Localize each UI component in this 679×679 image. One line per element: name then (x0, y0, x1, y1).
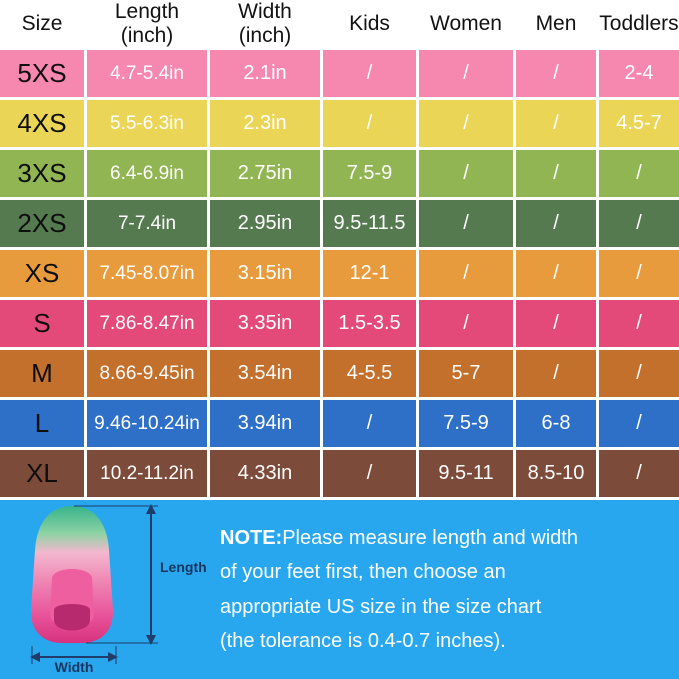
cell-kids: 4-5.5 (323, 350, 416, 397)
header-size: Size (0, 0, 84, 47)
cell-toddlers: / (599, 400, 679, 447)
header-men: Men (516, 0, 596, 47)
cell-women: / (419, 200, 513, 247)
fin-length-label: Length (160, 559, 207, 575)
cell-length: 6.4-6.9in (87, 150, 207, 197)
cell-width: 2.1in (210, 50, 320, 97)
cell-width: 3.94in (210, 400, 320, 447)
cell-length: 7-7.4in (87, 200, 207, 247)
table-row: XS 7.45-8.07in 3.15in 12-1 / / / (0, 250, 679, 297)
cell-women: / (419, 100, 513, 147)
cell-men: / (516, 350, 596, 397)
cell-men: / (516, 100, 596, 147)
header-toddlers: Toddlers (599, 0, 679, 47)
cell-toddlers: / (599, 250, 679, 297)
cell-size: 4XS (0, 100, 84, 147)
note-label: NOTE: (220, 526, 283, 549)
cell-kids: 12-1 (323, 250, 416, 297)
cell-width: 3.54in (210, 350, 320, 397)
cell-women: / (419, 150, 513, 197)
cell-length: 9.46-10.24in (87, 400, 207, 447)
cell-length: 4.7-5.4in (87, 50, 207, 97)
cell-toddlers: / (599, 450, 679, 497)
cell-men: 8.5-10 (516, 450, 596, 497)
cell-men: / (516, 150, 596, 197)
cell-women: / (419, 50, 513, 97)
table-row: 5XS 4.7-5.4in 2.1in / / / 2-4 (0, 50, 679, 97)
cell-length: 7.86-8.47in (87, 300, 207, 347)
header-width: Width (inch) (210, 0, 320, 47)
cell-men: / (516, 50, 596, 97)
cell-size: 5XS (0, 50, 84, 97)
cell-women: 7.5-9 (419, 400, 513, 447)
cell-size: 2XS (0, 200, 84, 247)
note-panel: Length Width NOTE:Please measure length … (0, 500, 679, 679)
cell-size: XS (0, 250, 84, 297)
cell-toddlers: / (599, 150, 679, 197)
cell-women: 9.5-11 (419, 450, 513, 497)
cell-size: M (0, 350, 84, 397)
swim-fin-image: Length Width (30, 504, 207, 675)
cell-size: S (0, 300, 84, 347)
size-chart-table: Size Length (inch) Width (inch) Kids Wom… (0, 0, 679, 497)
cell-men: 6-8 (516, 400, 596, 447)
fin-width-label: Width (55, 659, 94, 674)
cell-width: 3.15in (210, 250, 320, 297)
cell-toddlers: / (599, 300, 679, 347)
header-women: Women (419, 0, 513, 47)
table-row: M 8.66-9.45in 3.54in 4-5.5 5-7 / / (0, 350, 679, 397)
cell-kids: / (323, 400, 416, 447)
cell-women: / (419, 300, 513, 347)
cell-width: 2.75in (210, 150, 320, 197)
cell-women: / (419, 250, 513, 297)
cell-size: L (0, 400, 84, 447)
cell-length: 5.5-6.3in (87, 100, 207, 147)
length-arrow (146, 504, 156, 645)
table-row: 3XS 6.4-6.9in 2.75in 7.5-9 / / / (0, 150, 679, 197)
cell-size: XL (0, 450, 84, 497)
cell-women: 5-7 (419, 350, 513, 397)
table-row: 2XS 7-7.4in 2.95in 9.5-11.5 / / / (0, 200, 679, 247)
cell-size: 3XS (0, 150, 84, 197)
cell-width: 4.33in (210, 450, 320, 497)
cell-length: 7.45-8.07in (87, 250, 207, 297)
cell-men: / (516, 200, 596, 247)
table-row: L 9.46-10.24in 3.94in / 7.5-9 6-8 / (0, 400, 679, 447)
cell-toddlers: / (599, 350, 679, 397)
cell-width: 3.35in (210, 300, 320, 347)
note-text: NOTE:Please measure length and width of … (220, 521, 644, 659)
fin-illustration: Length Width (0, 500, 214, 679)
cell-length: 10.2-11.2in (87, 450, 207, 497)
cell-kids: 9.5-11.5 (323, 200, 416, 247)
cell-toddlers: 4.5-7 (599, 100, 679, 147)
table-header-row: Size Length (inch) Width (inch) Kids Wom… (0, 0, 679, 47)
cell-kids: 7.5-9 (323, 150, 416, 197)
fin-heel-cup (54, 604, 90, 631)
width-arrow (30, 652, 118, 662)
table-row: 4XS 5.5-6.3in 2.3in / / / 4.5-7 (0, 100, 679, 147)
cell-kids: / (323, 50, 416, 97)
cell-width: 2.95in (210, 200, 320, 247)
cell-men: / (516, 300, 596, 347)
note-body: Please measure length and width of your … (220, 526, 578, 652)
header-kids: Kids (323, 0, 416, 47)
table-row: S 7.86-8.47in 3.35in 1.5-3.5 / / / (0, 300, 679, 347)
header-length: Length (inch) (87, 0, 207, 47)
cell-kids: / (323, 100, 416, 147)
cell-kids: / (323, 450, 416, 497)
table-row: XL 10.2-11.2in 4.33in / 9.5-11 8.5-10 / (0, 450, 679, 497)
cell-width: 2.3in (210, 100, 320, 147)
cell-kids: 1.5-3.5 (323, 300, 416, 347)
cell-toddlers: 2-4 (599, 50, 679, 97)
cell-toddlers: / (599, 200, 679, 247)
cell-men: / (516, 250, 596, 297)
cell-length: 8.66-9.45in (87, 350, 207, 397)
